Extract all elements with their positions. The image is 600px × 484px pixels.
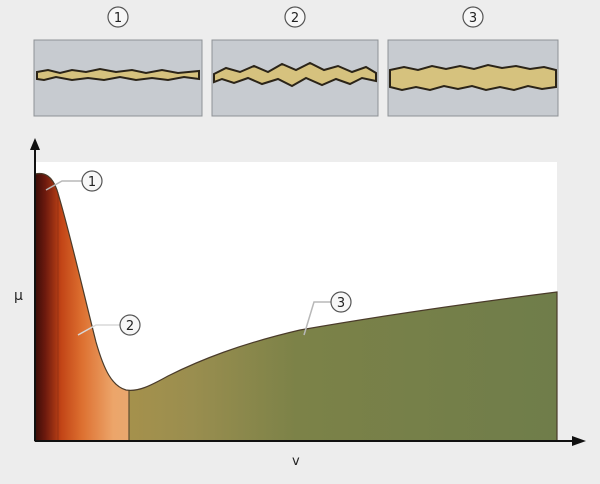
y-axis: [30, 138, 40, 441]
x-axis-label: v: [292, 454, 300, 469]
svg-text:1: 1: [114, 11, 122, 26]
inset-panel-2: [211, 39, 379, 117]
inset-panel-1: [33, 39, 203, 117]
callout-1: 1: [45, 170, 103, 192]
inset-label-3: 3: [462, 6, 484, 28]
svg-text:3: 3: [337, 296, 345, 311]
stribeck-curve-area: [34, 172, 558, 442]
inset-label-2: 2: [284, 6, 306, 28]
lubricant-film-3: [389, 63, 557, 92]
x-axis: [35, 436, 586, 446]
inset-panel-3: [387, 39, 559, 117]
svg-text:1: 1: [88, 175, 96, 190]
y-axis-label: μ: [14, 288, 23, 304]
svg-text:2: 2: [126, 319, 134, 334]
svg-text:3: 3: [469, 11, 477, 26]
lubricant-film-1: [36, 67, 200, 82]
svg-text:2: 2: [291, 11, 299, 26]
lubricant-film-2: [213, 61, 377, 88]
callout-2: 2: [77, 314, 141, 336]
callout-3: 3: [303, 291, 352, 336]
inset-label-1: 1: [107, 6, 129, 28]
